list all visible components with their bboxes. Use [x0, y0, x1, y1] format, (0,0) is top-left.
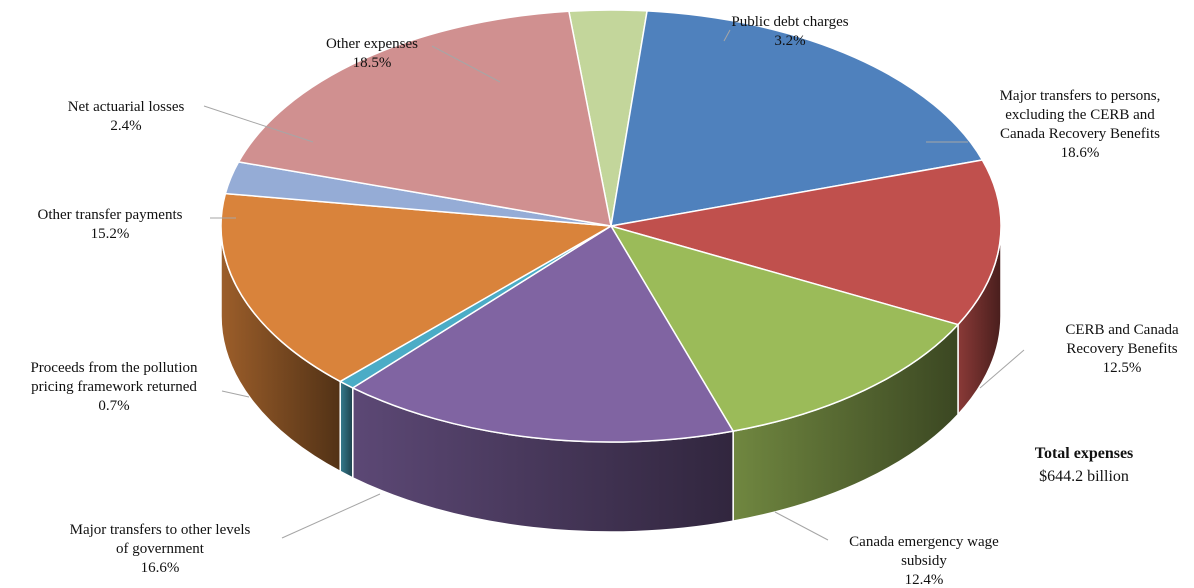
- slice-name-line: subsidy: [901, 553, 947, 569]
- slice-label-canada-emergency-wage-subsidy: Canada emergency wage subsidy 12.4%: [849, 534, 999, 588]
- slice-value-label: 15.2%: [91, 226, 130, 242]
- pie-slice-other-expenses: [237, 10, 612, 227]
- leader-line-cerb-and-canada-recovery-benefits: [979, 349, 1025, 389]
- slice-name-line: Public debt charges: [731, 14, 848, 30]
- slice-name-line: Canada emergency wage: [849, 534, 999, 550]
- leader-line-public-debt-charges: [723, 29, 731, 42]
- slice-value-label: 18.5%: [353, 55, 392, 71]
- leader-line-canada-emergency-wage-subsidy: [774, 511, 829, 541]
- slice-label-other-expenses: Other expenses 18.5%: [326, 36, 418, 71]
- slice-label-proceeds-from-the-pollution-pricing-framework-returned: Proceeds from the pollution pricing frame…: [30, 360, 198, 414]
- leader-lines: [203, 29, 1025, 541]
- slice-label-net-actuarial-losses: Net actuarial losses 2.4%: [68, 99, 185, 134]
- pie-slice-canada-emergency-wage-subsidy: [609, 224, 960, 432]
- slice-name-line: Recovery Benefits: [1066, 341, 1177, 357]
- slice-label-major-transfers-to-other-levels-of-government: Major transfers to other levels of govern…: [70, 522, 251, 576]
- slice-value-label: 18.6%: [1061, 145, 1100, 161]
- leader-line-major-transfers-to-other-levels-of-government: [281, 493, 381, 539]
- pie-slice-major-transfers-to-persons-excluding-the-cerb-and-canada-recovery-benefits: [610, 10, 984, 227]
- total-expenses-value: $644.2 billion: [1039, 468, 1129, 485]
- slice-name-line: pricing framework returned: [31, 379, 197, 395]
- slice-label-major-transfers-to-persons-excluding-the-cerb-and-canada-recovery-benefits: Major transfers to persons, excluding the…: [1000, 88, 1161, 161]
- slice-name-line: Other transfer payments: [38, 207, 183, 223]
- total-expenses-box: Total expenses $644.2 billion: [1035, 445, 1134, 485]
- slice-labels: Public debt charges 3.2% Major transfers t…: [30, 14, 1179, 588]
- leader-line-proceeds-from-the-pollution-pricing-framework-returned: [221, 390, 250, 398]
- leader-line-net-actuarial-losses: [203, 105, 314, 143]
- slice-name-line: Proceeds from the pollution: [30, 360, 198, 376]
- slice-name-line: Net actuarial losses: [68, 99, 185, 115]
- leader-line-other-expenses: [431, 45, 501, 83]
- total-expenses-title: Total expenses: [1035, 445, 1134, 462]
- slice-value-label: 3.2%: [774, 33, 805, 49]
- slice-name-line: excluding the CERB and: [1005, 107, 1155, 123]
- slice-label-other-transfer-payments: Other transfer payments 15.2%: [38, 207, 183, 242]
- slice-value-label: 0.7%: [98, 398, 129, 414]
- slice-name-line: Canada Recovery Benefits: [1000, 126, 1160, 142]
- pie-slice-major-transfers-to-other-levels-of-government: [351, 224, 735, 443]
- slice-name-line: CERB and Canada: [1065, 322, 1179, 338]
- slice-value-label: 12.4%: [905, 572, 944, 588]
- pie-top-faces: [220, 9, 1002, 443]
- slice-name-line: of government: [116, 541, 205, 557]
- pie-slice-cerb-and-canada-recovery-benefits: [610, 159, 1002, 326]
- slice-value-label: 16.6%: [141, 560, 180, 576]
- pie-side-walls: [220, 225, 1002, 533]
- pie-side-proceeds-from-the-pollution-pricing-framework-returned: [339, 380, 354, 480]
- pie-slice-other-transfer-payments: [220, 192, 614, 383]
- slice-name-line: Major transfers to other levels: [70, 522, 251, 538]
- slice-value-label: 12.5%: [1103, 360, 1142, 376]
- slice-name-line: Major transfers to persons,: [1000, 88, 1161, 104]
- slice-value-label: 2.4%: [110, 118, 141, 134]
- slice-name-line: Other expenses: [326, 36, 418, 52]
- slice-label-cerb-and-canada-recovery-benefits: CERB and Canada Recovery Benefits 12.5%: [1065, 322, 1179, 376]
- slice-label-public-debt-charges: Public debt charges 3.2%: [731, 14, 848, 49]
